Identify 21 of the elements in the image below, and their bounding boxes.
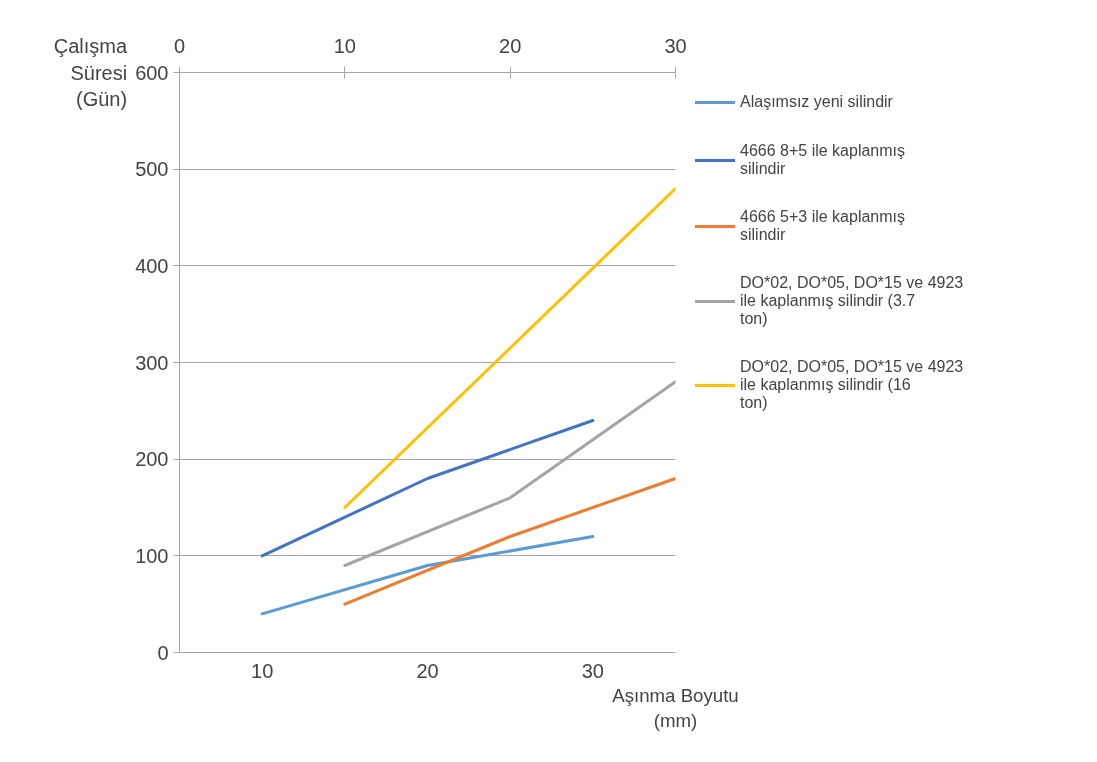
x2-tick-label: 10: [333, 34, 356, 57]
x2-tick-label: 0: [173, 34, 186, 57]
legend-label: 4666 5+3 ile kaplanmış silindir: [740, 208, 905, 244]
y-tick-label: 200: [135, 448, 169, 471]
x2-tick-label: 30: [664, 34, 687, 57]
y-tick-label: 600: [135, 61, 169, 84]
y-tick-label: 0: [157, 641, 169, 664]
legend-label: Alaşımsız yeni silindir: [740, 93, 893, 111]
y-axis-title: Çalışma Süresi (Gün): [53, 35, 129, 110]
x-tick-label: 30: [581, 659, 604, 682]
y-tick-label: 300: [135, 351, 169, 374]
legend-label: DO*02, DO*05, DO*15 ve 4923 ile kaplanmış silindir (3.7 ton): [740, 274, 964, 328]
y-tick-label: 500: [135, 158, 169, 181]
y-tick-label: 100: [135, 544, 169, 567]
legend-label: DO*02, DO*05, DO*15 ve 4923 ile kaplanmış silindir (16 ton): [740, 358, 964, 412]
x2-tick-label: 20: [499, 34, 522, 57]
y-tick-label: 400: [135, 254, 169, 277]
x-axis-title: Aşınma Boyutu (mm): [612, 684, 739, 731]
x-tick-label: 20: [416, 659, 439, 682]
legend-label: 4666 8+5 ile kaplanmış silindir: [740, 142, 905, 178]
x-tick-label: 10: [251, 659, 274, 682]
